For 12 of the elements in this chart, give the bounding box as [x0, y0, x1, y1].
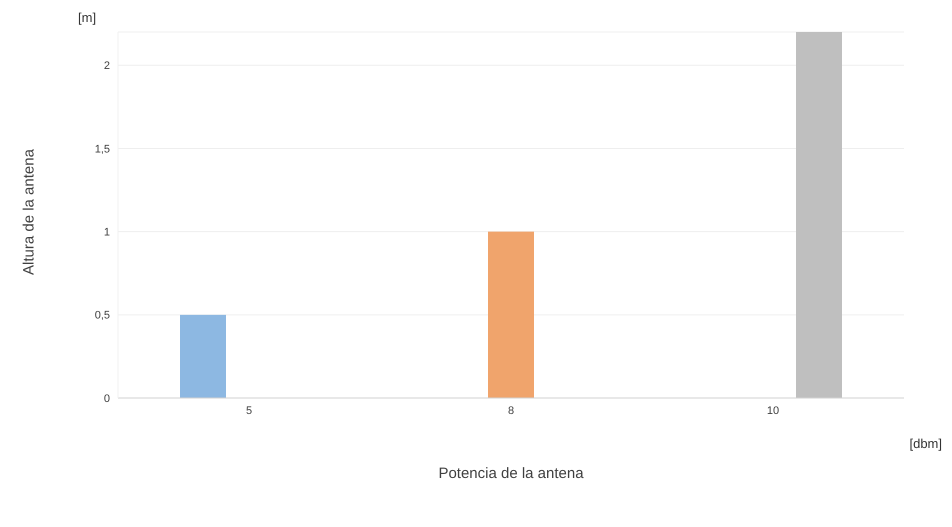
y-tick-label: 2 [104, 60, 110, 72]
x-tick-label: 8 [508, 404, 514, 417]
y-tick-label: 1,5 [94, 143, 110, 156]
x-tick-label: 5 [246, 404, 252, 417]
x-tick-label: 10 [766, 404, 780, 417]
y-tick-label: 1 [104, 226, 110, 239]
text: [dbm] [909, 436, 942, 451]
x-axis-title: Potencia de la antena [438, 465, 584, 482]
text: [m] [78, 10, 96, 25]
y-tick-label: 0,5 [94, 310, 110, 322]
y-axis-title: Altura de la antena [20, 148, 38, 275]
y-tick-label: 0 [104, 392, 110, 405]
